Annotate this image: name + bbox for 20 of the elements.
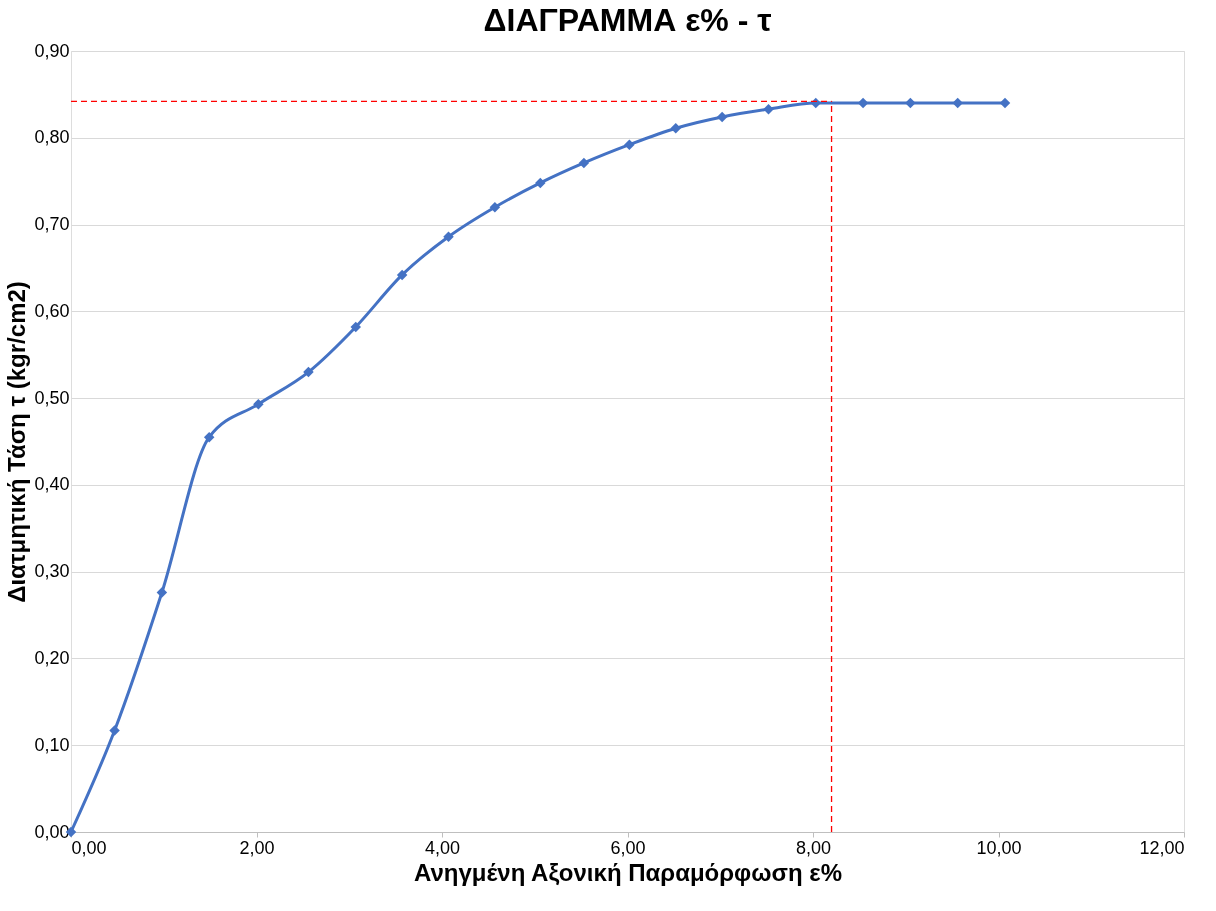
y-tick-label: 0,70 [34,214,70,235]
y-tick-label: 0,80 [34,127,70,148]
x-tick-label: 8,00 [795,837,832,858]
y-tick-label: 0,60 [34,300,70,321]
y-tick-label: 0,10 [34,734,70,755]
y-tick-label: 0,00 [34,821,70,842]
y-tick-label: 0,20 [34,647,70,668]
x-tick-label: 10,00 [976,837,1022,858]
x-tick-label: 0,00 [71,837,107,858]
y-axis-title: Διατμητική Τάση τ (kgr/cm2) [3,281,31,603]
y-tick-label: 0,90 [34,40,70,61]
chart-title: ΔΙΑΓΡΑΜΜΑ ε% - τ [483,2,772,38]
y-tick-label: 0,50 [34,387,70,408]
x-tick-label: 4,00 [424,837,461,858]
x-axis-title: Ανηγμένη Αξονική Παραμόρφωση ε% [413,858,843,886]
x-tick-label: 2,00 [239,837,275,858]
y-tick-label: 0,30 [34,561,70,582]
x-tick-label: 6,00 [610,837,646,858]
y-tick-label: 0,40 [34,474,70,495]
x-tick-label: 12,00 [1139,837,1185,858]
